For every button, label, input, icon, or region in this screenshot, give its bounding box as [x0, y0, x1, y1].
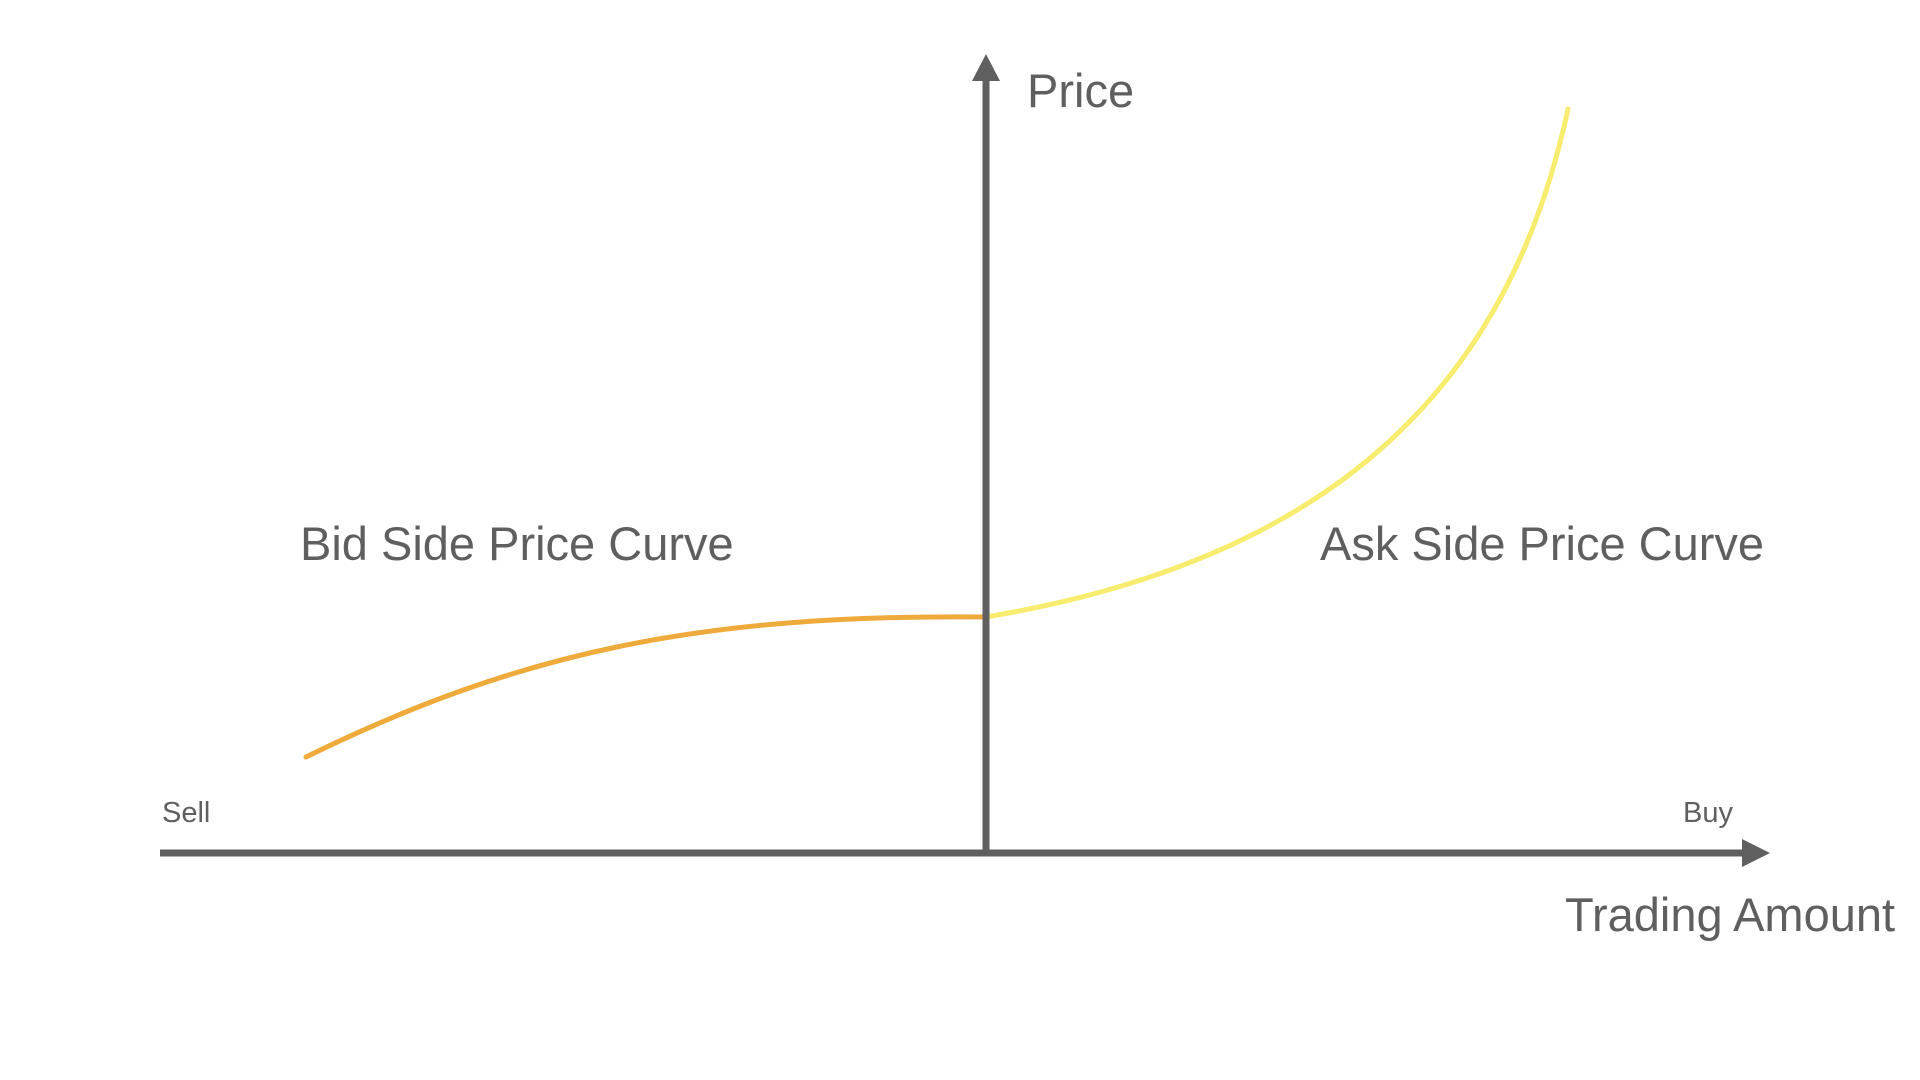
x-axis-label: Trading Amount [1565, 888, 1895, 941]
x-axis-arrow-icon [1742, 839, 1770, 867]
ask-curve-label: Ask Side Price Curve [1320, 517, 1764, 570]
sell-label: Sell [162, 797, 210, 829]
ask-side-curve [983, 106, 1571, 620]
y-axis-label: Price [1027, 64, 1134, 117]
y-axis-arrow-icon [972, 54, 1000, 81]
bid-side-curve [303, 614, 989, 760]
bid-curve-label: Bid Side Price Curve [300, 517, 734, 570]
buy-label: Buy [1683, 797, 1733, 829]
